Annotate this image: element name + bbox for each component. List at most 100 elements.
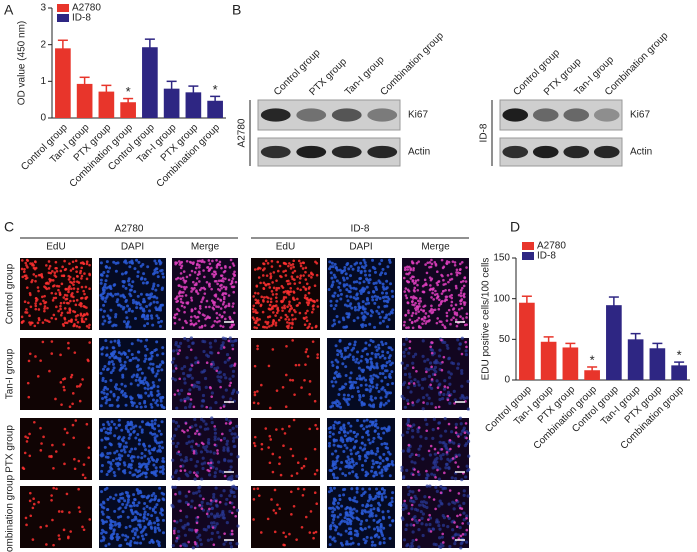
nucleus [411,429,414,432]
nucleus [271,290,274,293]
nucleus [180,261,183,264]
nucleus [53,297,56,300]
nucleus [434,373,437,376]
nucleus [220,307,223,310]
nucleus [428,514,431,517]
nucleus [109,320,112,323]
nucleus [369,388,372,391]
nucleus [296,298,299,301]
nucleus [154,530,157,533]
nucleus [223,301,226,304]
nucleus [407,493,410,496]
nucleus [415,497,418,500]
nucleus [211,325,214,328]
nucleus [456,525,459,528]
nucleus [386,300,389,303]
nucleus [151,324,154,327]
nucleus [361,488,364,491]
nucleus [442,283,445,286]
nucleus [32,497,35,500]
nucleus [29,323,32,326]
nucleus [305,316,308,319]
nucleus [116,405,119,408]
nucleus [417,448,420,451]
nucleus [216,317,219,320]
nucleus [291,275,294,278]
nucleus [339,513,342,516]
nucleus [252,295,255,298]
nucleus [191,377,194,380]
nucleus [336,361,339,364]
nucleus [337,286,340,289]
nucleus [435,264,438,267]
nucleus [329,535,332,538]
nucleus [460,422,463,425]
nucleus [126,305,129,308]
nucleus [364,379,367,382]
nucleus [368,515,371,518]
nucleus [333,319,336,322]
nucleus [438,383,441,386]
nucleus [182,277,185,280]
nucleus [137,351,140,354]
nucleus [421,387,424,390]
nucleus [68,285,71,288]
nucleus [116,298,119,301]
nucleus [144,472,147,475]
nucleus [82,315,85,318]
nucleus [185,456,188,459]
nucleus [104,339,107,342]
nucleus [373,471,376,474]
nucleus [223,346,226,349]
nucleus [229,317,232,320]
nucleus [179,295,182,298]
nucleus [434,290,437,293]
nucleus [373,267,376,270]
nucleus [380,259,383,262]
nucleus [53,284,56,287]
nucleus [199,538,202,541]
nucleus [123,445,126,448]
nucleus [174,343,177,346]
nucleus [202,313,205,316]
nucleus [361,448,364,451]
nucleus [100,391,103,394]
bar [584,370,600,380]
nucleus [458,492,461,495]
nucleus [370,395,373,398]
nucleus [381,310,384,313]
nucleus [138,438,141,441]
nucleus [226,440,229,443]
nucleus [128,292,131,295]
legend-swatch [57,14,69,22]
micrograph [251,486,320,548]
nucleus [186,396,189,399]
nucleus [131,262,134,265]
nucleus [194,356,197,359]
nucleus [104,544,107,547]
nucleus [416,380,419,383]
nucleus [81,378,84,381]
nucleus [352,358,355,361]
nucleus [252,305,255,308]
nucleus [137,368,140,371]
nucleus [425,470,428,473]
nucleus [124,352,127,355]
nucleus [72,325,75,328]
nucleus [24,435,27,438]
nucleus [401,362,404,365]
nucleus [77,488,80,491]
nucleus [416,319,419,322]
nucleus [220,439,223,442]
bar [186,92,202,118]
nucleus [391,497,394,500]
nucleus [356,476,359,479]
nucleus [113,521,116,524]
nucleus [61,266,64,269]
nucleus [408,372,411,375]
nucleus [312,304,315,307]
nucleus [437,524,440,527]
nucleus [106,508,109,511]
nucleus [389,453,392,456]
nucleus [463,489,466,492]
